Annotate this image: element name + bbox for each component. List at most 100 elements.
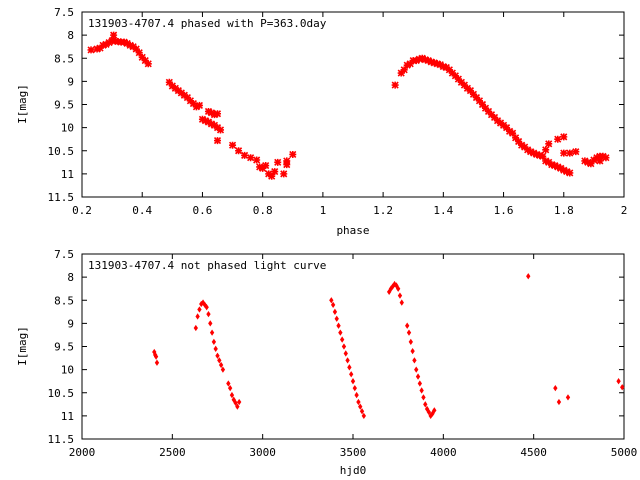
unphased-chart-title: 131903-4707.4 not phased light curve [88,259,326,272]
unphased-data-point [329,297,334,304]
unphased-data-point [220,366,226,373]
unphased-data-point [397,292,403,299]
phased-data-point [512,134,520,142]
phased-data-point [400,66,408,74]
unphased-y-tick-label: 11 [61,410,74,423]
phased-data-point [87,46,95,54]
unphased-data-point [565,394,571,401]
phased-y-tick-label: 8.5 [54,52,74,65]
unphased-data-point [354,391,359,399]
phased-data-point [472,93,481,102]
unphased-data-point [424,405,430,413]
unphased-x-tick-label: 2000 [69,446,96,459]
phased-data-point [563,167,571,176]
phased-data-point [247,154,255,162]
phased-data-point [126,41,134,49]
phased-data-point [241,151,249,159]
unphased-data-point [332,308,338,315]
unphased-plot-frame [81,253,625,440]
unphased-y-axis-label: I[mag] [16,326,29,366]
phased-data-point [518,141,526,149]
unphased-data-point [334,315,339,322]
unphased-data-point [556,398,562,406]
phased-data-point [427,58,435,66]
phased-data-point [503,124,511,132]
phased-data-point [141,56,149,65]
phased-data-point [599,152,607,160]
unphased-data-point [215,352,220,359]
unphased-data-point [399,299,404,306]
phased-data-point [509,129,517,137]
unphased-data-point [218,361,224,369]
phased-data-point [204,118,213,126]
phased-y-axis-label: I[mag] [16,84,29,124]
phased-data-point [481,104,490,112]
phased-y-tick-label: 11.5 [48,191,75,204]
phased-data-point [403,61,411,69]
unphased-x-axis-label: hjd0 [340,464,367,477]
phased-data-point [289,150,297,159]
phased-x-tick-label: 0.4 [132,204,152,217]
phased-data-point [201,117,210,125]
phased-data-point [99,41,107,49]
unphased-data-point [553,384,558,392]
unphased-data-point [405,322,410,329]
phased-data-point [415,55,423,63]
phased-data-point [490,113,499,122]
phased-data-point [536,151,544,159]
phased-data-point [587,160,595,168]
phased-data-point [207,109,216,117]
unphased-data-point [415,373,421,380]
unphased-data-point [193,324,198,332]
phased-x-tick-label: 1.6 [494,204,514,217]
unphased-data-point [358,403,363,410]
phased-data-point [478,100,487,109]
unphased-data-point [235,403,240,410]
unphased-y-tick-label: 9.5 [54,341,74,354]
phased-data-point [524,146,532,154]
unphased-x-tick-label: 3500 [340,446,367,459]
unphased-data-point [209,329,215,336]
phased-data-point [183,93,191,102]
phased-chart: 0.2 0.4 0.6 0.8 1 1.2 1.4 1.6 1.8 2 7.5 8 8.5 9 9.5 10 1… [16,6,627,237]
phased-data-point [271,167,279,176]
phased-data-point [120,38,128,46]
phased-data-point [542,146,550,154]
unphased-data-point [154,359,160,366]
phased-data-point [451,72,459,80]
phased-axis-ticks: 0.2 0.4 0.6 0.8 1 1.2 1.4 1.6 1.8 2 7.5 8 8.5 9 9.5 10 1… [48,6,628,217]
unphased-data-point [341,343,347,350]
unphased-data-point [345,357,350,364]
phased-data-point [412,56,420,65]
unphased-y-tick-label: 11.5 [48,433,75,446]
phased-data-point [566,149,574,157]
phased-x-tick-label: 1.8 [554,204,574,217]
phased-x-tick-label: 1 [320,204,327,217]
unphased-data-point [339,336,345,343]
unphased-data-point [206,310,211,318]
phased-data-point [228,141,237,149]
unphased-data-point [350,378,356,385]
unphased-y-tick-label: 10 [61,364,74,377]
unphased-y-tick-label: 7.5 [54,248,74,261]
phased-data-point [545,140,553,148]
phased-y-tick-label: 8 [67,29,74,42]
phased-plot-frame [81,11,625,198]
phased-data-point [204,107,213,116]
unphased-data-point [237,398,242,406]
phased-data-point [548,161,556,169]
phased-data-point [283,157,291,165]
unphased-data-point [414,366,419,373]
phased-x-tick-label: 1.2 [373,204,393,217]
phased-data-point [138,53,146,61]
unphased-y-tick-label: 10.5 [48,387,75,400]
phased-data-point [283,161,291,169]
phased-data-point [584,158,592,166]
phased-x-tick-label: 2 [621,204,628,217]
unphased-data-point [359,408,365,415]
phased-data-point [557,164,565,172]
unphased-data-point [195,313,200,320]
phased-data-point [274,158,282,166]
unphased-data-point [361,412,367,420]
unphased-data-point [153,353,159,360]
